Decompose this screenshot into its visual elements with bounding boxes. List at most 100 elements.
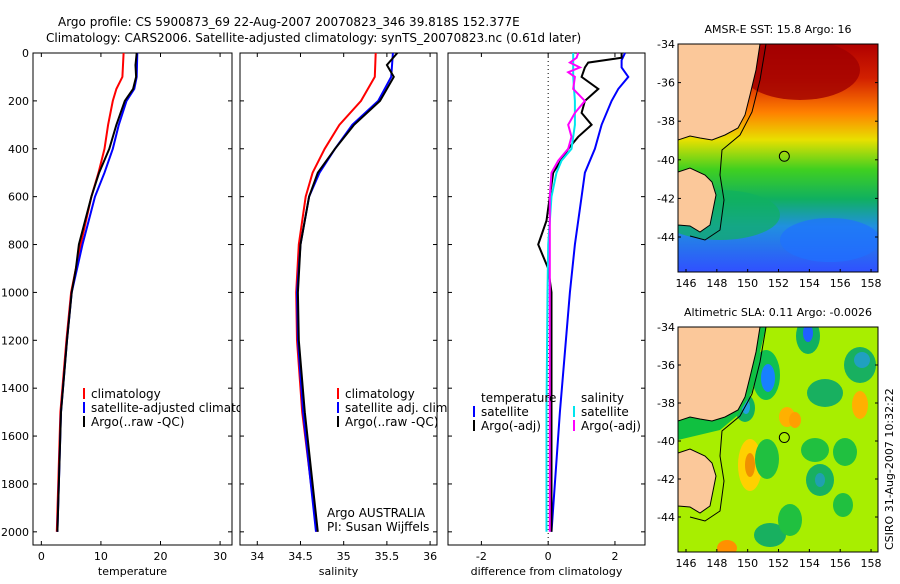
lon-tick-label: 156: [830, 277, 851, 290]
lat-tick-label: -44: [657, 231, 675, 244]
argo-position-marker: [778, 150, 790, 162]
sst-cold-patch: [780, 218, 878, 262]
lon-tick-label: 154: [799, 277, 820, 290]
x-tick-label: 10: [94, 550, 108, 563]
lon-tick-label: 146: [676, 557, 697, 570]
y-tick-label: 1800: [1, 478, 29, 491]
series-line-argo-raw-qc-: [296, 52, 399, 532]
legend-label: Argo(..raw -QC): [91, 415, 184, 429]
legend-swatch: [473, 420, 475, 431]
profile-panel-3: -2 0 2 difference from climatology temperatu…: [447, 52, 646, 578]
x-axis-label: salinity: [319, 565, 359, 578]
sla-map-title: Altimetric SLA: 0.11 Argo: -0.0026: [684, 306, 872, 319]
annotation-text: Argo AUSTRALIA: [327, 506, 426, 520]
y-tick-label: 0: [22, 47, 29, 60]
figure-title-line2: Climatology: CARS2006. Satellite-adjuste…: [46, 31, 581, 45]
lon-tick-label: 156: [830, 557, 851, 570]
legend-group-title: salinity: [581, 391, 624, 405]
legend-label: climatology: [345, 387, 415, 401]
legend-label: satellite: [481, 405, 529, 419]
lat-tick-label: -36: [657, 77, 675, 90]
lon-tick-label: 150: [737, 557, 758, 570]
legend-label: satellite adj. clim.: [345, 401, 451, 415]
argo-position-marker: [778, 432, 790, 444]
x-tick-label: 35: [337, 550, 351, 563]
y-tick-label: 200: [8, 95, 29, 108]
lon-tick-label: 152: [768, 557, 789, 570]
lat-tick-label: -34: [657, 321, 675, 334]
plot-frame: [239, 52, 438, 546]
x-tick-label: 35.5: [375, 550, 400, 563]
x-tick-label: 20: [154, 550, 168, 563]
sst-warm-core: [740, 44, 860, 100]
lat-tick-label: -42: [657, 192, 675, 205]
legend-label: satellite-adjusted climatology: [91, 401, 269, 415]
legend-label: Argo(-adj): [481, 419, 541, 433]
x-tick-label: 0: [38, 550, 45, 563]
y-tick-label: 400: [8, 143, 29, 156]
footer-stamp: CSIRO 31-Aug-2007 10:32:22: [883, 388, 896, 550]
x-tick-label: 30: [213, 550, 227, 563]
series-line-salinity-satellite: [545, 53, 576, 532]
y-tick-label: 600: [8, 191, 29, 204]
legend-swatch: [473, 406, 475, 417]
legend-swatch: [337, 416, 339, 427]
lon-tick-label: 158: [861, 557, 882, 570]
sst-map-frame: [677, 43, 879, 273]
legend-label: Argo(-adj): [581, 419, 641, 433]
y-tick-label: 1400: [1, 382, 29, 395]
lon-tick-label: 152: [768, 277, 789, 290]
lat-tick-label: -38: [657, 397, 675, 410]
legend-swatch: [573, 420, 575, 431]
x-tick-label: -2: [476, 550, 487, 563]
legend-swatch: [337, 388, 339, 399]
plot-frame: [32, 52, 233, 546]
legend-swatch: [573, 406, 575, 417]
y-tick-label: 2000: [1, 526, 29, 539]
legend-swatch: [83, 416, 85, 427]
sst-map: AMSR-E SST: 15.8 Argo: 16 146 148 150 152 15…: [657, 23, 882, 290]
series-line-salinity-argo-adj-: [548, 52, 587, 532]
lat-tick-label: -40: [657, 154, 675, 167]
profile-panel-2: 34 34.5 35 35.5 36 salinity climatologysatelli…: [239, 52, 451, 578]
legend-swatch: [83, 402, 85, 413]
legend-swatch: [337, 402, 339, 413]
sst-map-title: AMSR-E SST: 15.8 Argo: 16: [704, 23, 851, 36]
y-tick-label: 800: [8, 239, 29, 252]
sla-map-frame: [677, 326, 879, 553]
lat-tick-label: -34: [657, 38, 675, 51]
lon-tick-label: 150: [737, 277, 758, 290]
lat-tick-label: -36: [657, 359, 675, 372]
legend-swatch: [83, 388, 85, 399]
land-mass: [678, 44, 767, 241]
figure-title-line1: Argo profile: CS 5900873_69 22-Aug-2007 …: [58, 15, 520, 29]
lon-tick-label: 154: [799, 557, 820, 570]
lat-tick-label: -42: [657, 473, 675, 486]
lat-tick-label: -44: [657, 511, 675, 524]
x-tick-label: 34.5: [288, 550, 313, 563]
sla-eddies: [717, 327, 876, 552]
sla-map: Altimetric SLA: 0.11 Argo: -0.0026: [657, 306, 882, 570]
legend-group-title: temperature: [481, 391, 556, 405]
lat-tick-label: -38: [657, 115, 675, 128]
lon-tick-label: 146: [676, 277, 697, 290]
x-axis-label: difference from climatology: [471, 565, 623, 578]
lon-tick-label: 148: [706, 277, 727, 290]
profile-panel-1: 0 200 400 600 800 1000 1200 1400 1600 1800 2000 0 10…: [1, 47, 269, 578]
lon-tick-label: 158: [861, 277, 882, 290]
y-tick-label: 1200: [1, 334, 29, 347]
y-tick-label: 1600: [1, 430, 29, 443]
series-line-argo-raw-qc-: [56, 52, 138, 532]
y-tick-label: 1000: [1, 286, 29, 299]
land-mass: [678, 327, 767, 522]
x-tick-label: 34: [250, 550, 264, 563]
x-tick-label: 36: [423, 550, 437, 563]
series-line-temperature-satellite: [550, 52, 630, 532]
x-tick-label: 2: [611, 550, 618, 563]
x-tick-label: 0: [545, 550, 552, 563]
legend-label: satellite: [581, 405, 629, 419]
x-axis-label: temperature: [98, 565, 167, 578]
legend-label: Argo(..raw -QC): [345, 415, 438, 429]
